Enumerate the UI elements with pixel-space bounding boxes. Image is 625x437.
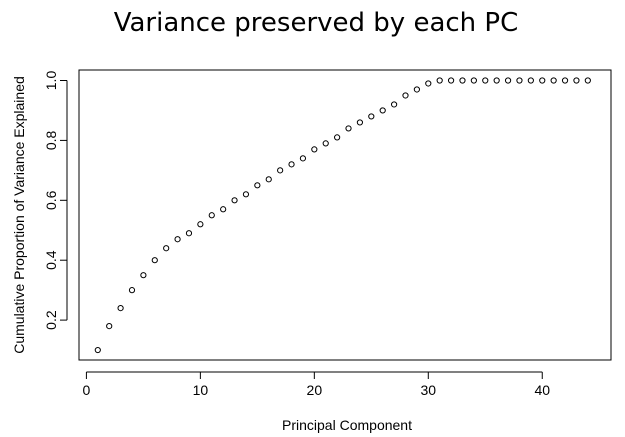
data-point [550, 77, 557, 84]
data-point [220, 206, 227, 213]
y-tick-label: 0.2 [43, 310, 59, 330]
data-point [356, 119, 364, 126]
data-point [288, 161, 295, 168]
data-point [231, 197, 238, 204]
data-point [163, 245, 170, 252]
data-point [470, 77, 477, 84]
x-tick-label: 40 [534, 382, 550, 398]
data-point [573, 77, 580, 84]
data-point [334, 134, 341, 141]
y-tick-label: 0.8 [43, 130, 59, 150]
data-point [413, 86, 420, 93]
data-point [277, 167, 284, 174]
x-axis: 0 10 20 30 40 [83, 371, 550, 398]
x-axis-label: Principal Component [282, 417, 412, 433]
data-point [322, 140, 329, 147]
data-point [539, 77, 546, 84]
data-points [94, 77, 591, 354]
data-point [254, 182, 261, 189]
y-axis-label: Cumulative Proportion of Variance Explai… [11, 76, 27, 354]
data-point [174, 236, 181, 243]
data-point [94, 346, 101, 354]
data-point [584, 77, 591, 84]
data-point [117, 305, 124, 312]
data-point [482, 77, 489, 84]
data-point [516, 77, 523, 84]
data-point [459, 77, 466, 84]
data-point [106, 322, 113, 330]
data-point [299, 155, 307, 162]
data-point [447, 77, 455, 84]
data-point [345, 125, 352, 132]
x-tick-label: 30 [420, 382, 436, 398]
plot-frame [78, 69, 612, 361]
y-tick-label: 0.4 [43, 250, 59, 270]
data-point [197, 221, 204, 228]
data-point [527, 77, 534, 84]
chart-title: Variance preserved by each PC [114, 8, 519, 38]
x-tick-label: 20 [307, 382, 323, 398]
data-point [493, 77, 500, 84]
data-point [128, 287, 136, 294]
data-point [379, 107, 386, 114]
y-tick-label: 1.0 [43, 71, 59, 91]
x-tick-label: 0 [83, 382, 91, 398]
y-tick-label: 0.6 [43, 190, 59, 210]
data-point [208, 212, 215, 219]
data-point [504, 77, 512, 84]
data-point [402, 92, 409, 99]
data-point [140, 272, 147, 279]
data-point [265, 176, 272, 183]
data-point [185, 230, 193, 237]
data-point [242, 191, 250, 198]
data-point [368, 113, 375, 120]
data-point [311, 146, 318, 153]
data-point [561, 77, 569, 84]
data-point [436, 77, 443, 84]
data-point [390, 101, 398, 108]
y-axis: 0.2 0.4 0.6 0.8 1.0 [43, 71, 68, 330]
data-point [151, 257, 158, 264]
x-tick-label: 10 [193, 382, 209, 398]
data-point [425, 80, 432, 87]
